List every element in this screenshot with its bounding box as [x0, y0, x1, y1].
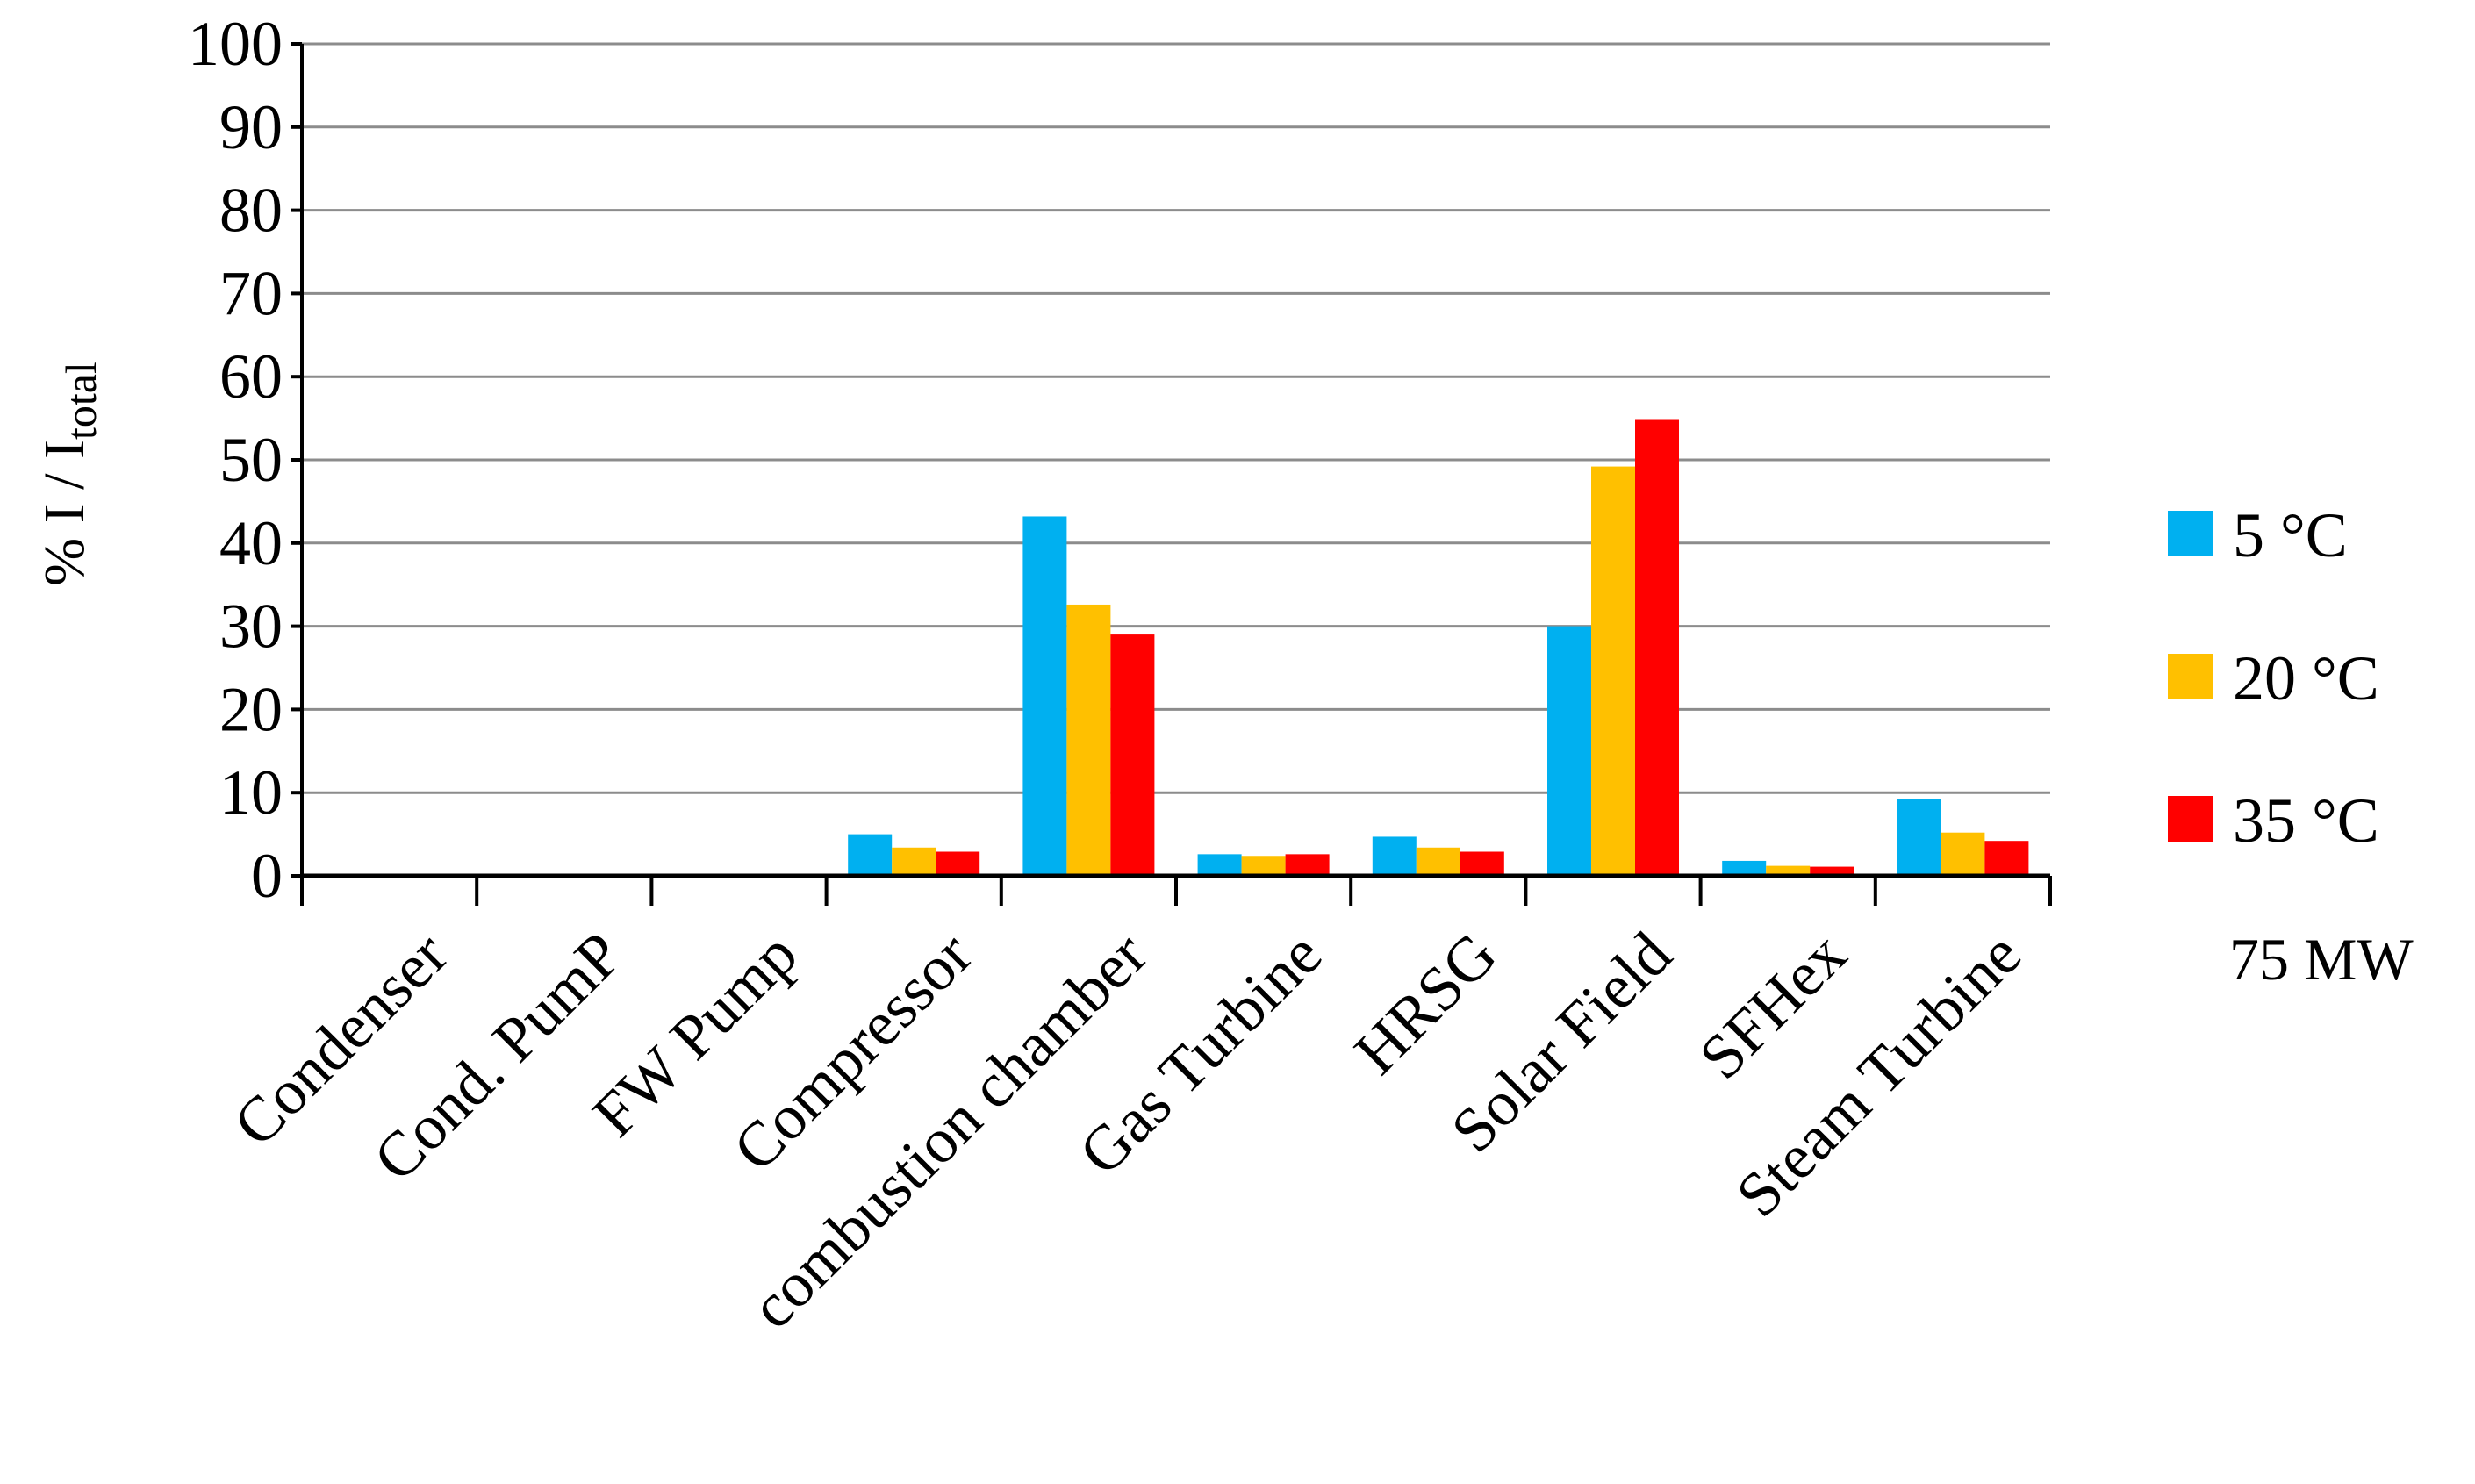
bar — [1066, 604, 1111, 876]
bar — [1810, 866, 1854, 876]
y-tick-label: 100 — [188, 9, 283, 79]
bar — [1372, 836, 1417, 876]
bar — [1197, 854, 1242, 876]
bar — [1460, 851, 1504, 876]
bar — [1591, 466, 1635, 876]
axes — [291, 42, 2052, 906]
bars — [848, 419, 2029, 877]
legend-swatch — [2168, 796, 2213, 842]
bar — [1766, 865, 1811, 876]
legend-swatch — [2168, 654, 2213, 699]
bar — [1416, 847, 1460, 876]
y-tick-label: 70 — [219, 258, 283, 328]
capacity-annotation: 75 MW — [2229, 926, 2414, 993]
legend-label: 20 °C — [2233, 643, 2379, 713]
y-tick-label: 20 — [219, 674, 283, 744]
legend: 5 °C 20 °C 35 °C — [2168, 500, 2379, 856]
bar — [892, 847, 936, 876]
y-tick-label: 80 — [219, 176, 283, 246]
y-tick-label: 30 — [219, 591, 283, 662]
bar — [936, 851, 980, 876]
y-axis-label: % I / Itotal — [32, 362, 105, 586]
legend-swatch — [2168, 511, 2213, 556]
bar — [1285, 854, 1330, 876]
bar — [1941, 832, 1985, 876]
y-tick-labels: 0 10 20 30 40 50 60 70 80 90 100 — [188, 9, 283, 911]
y-axis-label-main: % I / I — [32, 440, 97, 586]
y-tick-label: 10 — [219, 757, 283, 828]
bar — [1022, 516, 1067, 876]
bar — [1984, 841, 2029, 876]
y-tick-label: 0 — [251, 841, 283, 911]
y-tick-label: 50 — [219, 425, 283, 495]
bar — [1722, 860, 1767, 876]
y-tick-label: 90 — [219, 92, 283, 162]
y-tick-label: 60 — [219, 341, 283, 412]
x-category-label: HRSG — [1341, 919, 1510, 1087]
bar — [1241, 856, 1286, 876]
bar — [1897, 799, 1941, 876]
x-category-label: SFHex — [1686, 919, 1860, 1093]
gridlines — [302, 42, 2050, 794]
bar — [1110, 634, 1155, 876]
y-tick-label: 40 — [219, 508, 283, 578]
legend-label: 5 °C — [2233, 500, 2348, 570]
bar — [1635, 419, 1679, 877]
bar — [1547, 626, 1591, 876]
bar — [848, 834, 893, 876]
legend-label: 35 °C — [2233, 785, 2379, 856]
y-axis-label-subscript: total — [56, 362, 105, 440]
